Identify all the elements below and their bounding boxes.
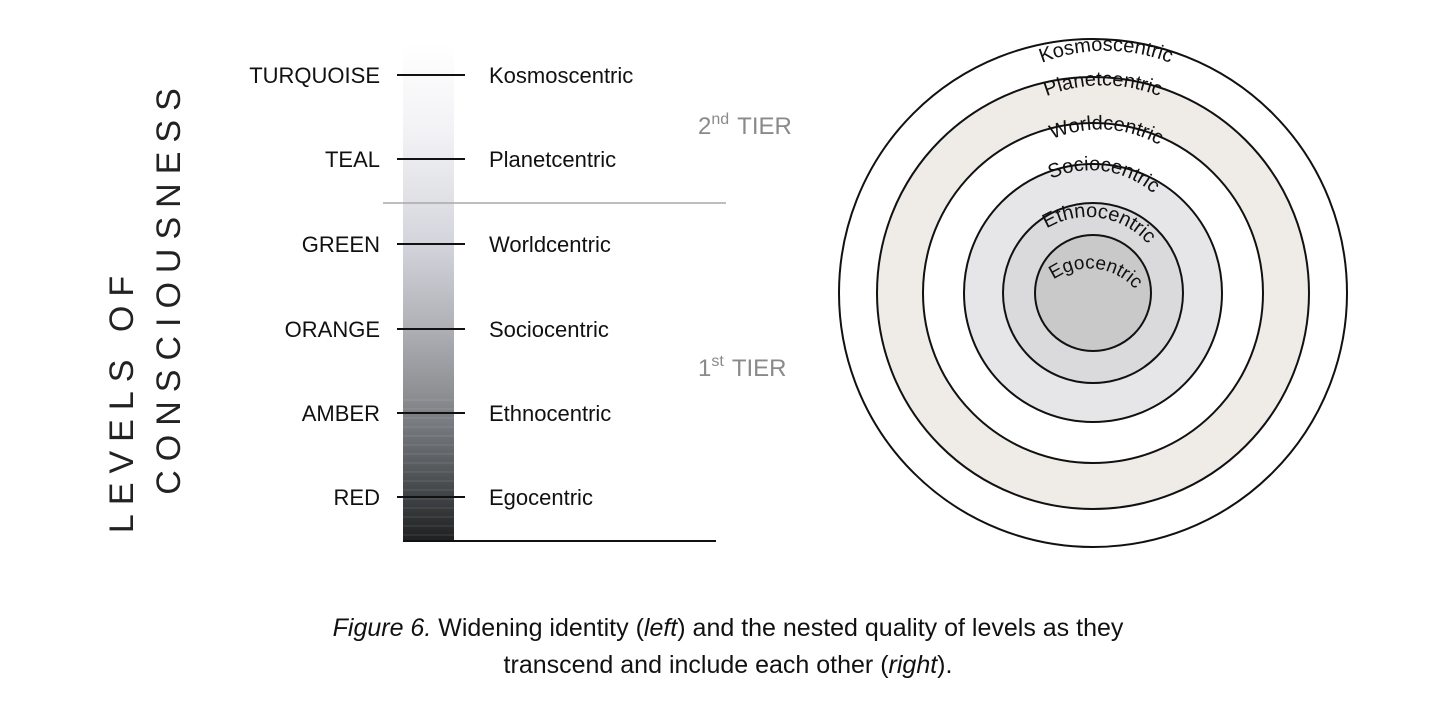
level-identity: Planetcentric xyxy=(489,147,616,172)
level-identity: Ethnocentric xyxy=(489,401,611,426)
tier-word: TIER xyxy=(737,113,792,140)
tier-suffix: st xyxy=(711,353,724,370)
caption-text: ). xyxy=(937,651,953,679)
bar-bands xyxy=(403,399,454,536)
level-row-red: RED Egocentric xyxy=(334,485,593,510)
level-identity: Worldcentric xyxy=(489,232,611,257)
level-identity: Sociocentric xyxy=(489,317,609,342)
level-color-name: TEAL xyxy=(325,147,380,172)
level-row-teal: TEAL Planetcentric xyxy=(325,147,616,172)
figure-caption: Figure 6. Widening identity (left) and t… xyxy=(0,610,1456,684)
nested-levels-diagram: Kosmoscentric Planetcentric Worldcentric… xyxy=(838,34,1348,548)
caption-left-word: left xyxy=(643,614,678,642)
vertical-title-line2: CONSCIOUSNESS xyxy=(150,79,188,495)
level-color-name: AMBER xyxy=(302,401,380,426)
caption-right-word: right xyxy=(888,651,938,679)
caption-figure-label: Figure 6. xyxy=(332,614,432,642)
level-row-orange: ORANGE Sociocentric xyxy=(285,317,609,342)
tier-label-second: 2nd TIER xyxy=(698,111,792,140)
caption-text: Widening identity ( xyxy=(431,614,644,642)
level-color-name: ORANGE xyxy=(285,317,380,342)
level-row-turquoise: TURQUOISE Kosmoscentric xyxy=(249,63,633,88)
level-identity: Egocentric xyxy=(489,485,593,510)
caption-text: ) and the nested quality of levels as th… xyxy=(677,614,1124,642)
level-identity: Kosmoscentric xyxy=(489,63,633,88)
consciousness-gradient-bar xyxy=(403,44,454,542)
vertical-title: LEVELS OF CONSCIOUSNESS xyxy=(103,79,188,533)
level-color-name: GREEN xyxy=(302,232,380,257)
caption-line2: transcend and include each other (right)… xyxy=(0,647,1456,684)
level-row-green: GREEN Worldcentric xyxy=(302,232,611,257)
level-row-amber: AMBER Ethnocentric xyxy=(302,401,612,426)
tier-word: TIER xyxy=(732,355,787,382)
caption-text: transcend and include each other ( xyxy=(503,651,889,679)
tier-suffix: nd xyxy=(711,111,729,128)
tier-label-first: 1st TIER xyxy=(698,353,786,382)
level-color-name: RED xyxy=(334,485,380,510)
tier-number: 2 xyxy=(698,113,711,140)
tier-number: 1 xyxy=(698,355,711,382)
caption-line1: Figure 6. Widening identity (left) and t… xyxy=(0,610,1456,647)
ring-egocentric xyxy=(1034,234,1152,352)
level-color-name: TURQUOISE xyxy=(249,63,380,88)
vertical-title-line1: LEVELS OF xyxy=(103,267,141,533)
